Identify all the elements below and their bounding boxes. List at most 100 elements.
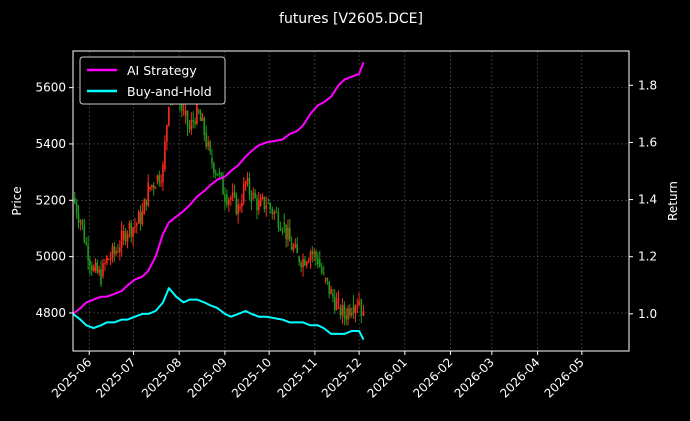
candle-body (233, 192, 236, 195)
candle-body (305, 262, 308, 266)
candle-body (252, 192, 255, 195)
y-tick-label-left: 5400 (35, 137, 66, 151)
candle-body (341, 304, 344, 316)
candle-body (339, 307, 342, 316)
candle-body (162, 164, 164, 182)
candle-body (96, 262, 99, 273)
candle-body (250, 194, 253, 203)
series-ai-strategy (72, 62, 365, 315)
candle-body (222, 175, 224, 195)
candle-body (196, 100, 198, 124)
candle-body (186, 110, 189, 127)
candle-body (226, 194, 228, 205)
candle-body (360, 298, 363, 316)
y-tick-label-left: 4800 (35, 306, 66, 320)
candle-body (130, 223, 133, 237)
candle-body (109, 258, 112, 260)
candle-body (242, 184, 245, 203)
candle-body (205, 132, 208, 147)
candle-body (214, 173, 217, 175)
candle-body (184, 110, 187, 116)
candle-body (237, 204, 239, 215)
y-axis-right-label: Return (666, 181, 680, 221)
y-tick-label-right: 1.8 (638, 78, 657, 92)
y-tick-label-right: 1.0 (638, 307, 657, 321)
candle-body (261, 196, 264, 199)
candle-body (258, 200, 260, 211)
candle-body (119, 247, 121, 252)
candle-body (207, 141, 209, 147)
candle-body (277, 212, 280, 228)
y-tick-label-left: 5200 (35, 193, 66, 207)
candle-body (104, 263, 106, 265)
candle-body (307, 260, 310, 263)
candle-body (294, 244, 297, 248)
series-buy-and-hold (72, 287, 365, 341)
candle-body (304, 259, 306, 266)
candle-body (337, 298, 340, 300)
candle-body (302, 258, 304, 268)
candle-body (188, 126, 191, 129)
candle-body (156, 175, 159, 181)
candle-body (224, 194, 226, 203)
candle-body (256, 198, 258, 211)
candle-body (75, 203, 78, 214)
candle-body (269, 203, 272, 209)
candle-body (74, 197, 76, 204)
candle-body (126, 234, 129, 242)
candle-body (98, 269, 100, 273)
candle-body (218, 172, 221, 174)
candle-body (230, 197, 232, 200)
chart-title: futures [V2605.DCE] (279, 11, 423, 27)
candle-body (135, 223, 138, 226)
candle-body (228, 199, 230, 205)
candle-body (117, 251, 119, 253)
candle-body (326, 278, 329, 282)
candle-body (197, 110, 200, 113)
candle-body (362, 311, 365, 316)
candle-body (113, 246, 116, 254)
plot-frame (72, 50, 630, 352)
candle-body (254, 192, 256, 199)
candle-body (356, 305, 359, 307)
y-axis-left-ticks: 4800 5000 5200 5400 5600 (35, 81, 73, 320)
y-tick-label-left: 5000 (35, 250, 66, 264)
candle-body (332, 293, 334, 297)
candle-body (122, 231, 125, 240)
candle-body (89, 260, 91, 266)
candle-body (194, 121, 196, 124)
candle-body (220, 172, 223, 176)
candle-body (201, 117, 204, 121)
candle-body (134, 226, 136, 228)
candle-body (149, 187, 151, 190)
candle-body (328, 281, 331, 294)
candle-body (216, 173, 219, 176)
candle-body (273, 211, 276, 215)
y-tick-label-left: 5600 (35, 81, 66, 95)
candle-body (281, 230, 284, 232)
candle-body (279, 227, 282, 231)
candle-body (317, 258, 319, 265)
candle-body (94, 262, 97, 271)
candle-body (275, 211, 278, 213)
candle-body (313, 251, 315, 254)
candle-body (141, 211, 144, 225)
candle-body (158, 175, 161, 183)
candle-body (283, 222, 286, 225)
candle-body (152, 185, 155, 189)
candle-body (92, 267, 95, 271)
candle-body (292, 247, 295, 250)
candle-body (166, 125, 168, 142)
candle-body (350, 312, 353, 316)
candle-body (209, 141, 211, 152)
candle-body (315, 251, 317, 259)
candle-body (246, 178, 249, 184)
candle-body (333, 296, 336, 310)
candle-body (259, 198, 262, 206)
candle-body (145, 199, 148, 206)
y-axis-right-ticks: 1.0 1.2 1.4 1.6 1.8 (629, 78, 657, 321)
candle-body (267, 203, 270, 205)
candle-body (349, 308, 351, 316)
candle-body (199, 112, 202, 121)
candle-body (79, 221, 82, 223)
